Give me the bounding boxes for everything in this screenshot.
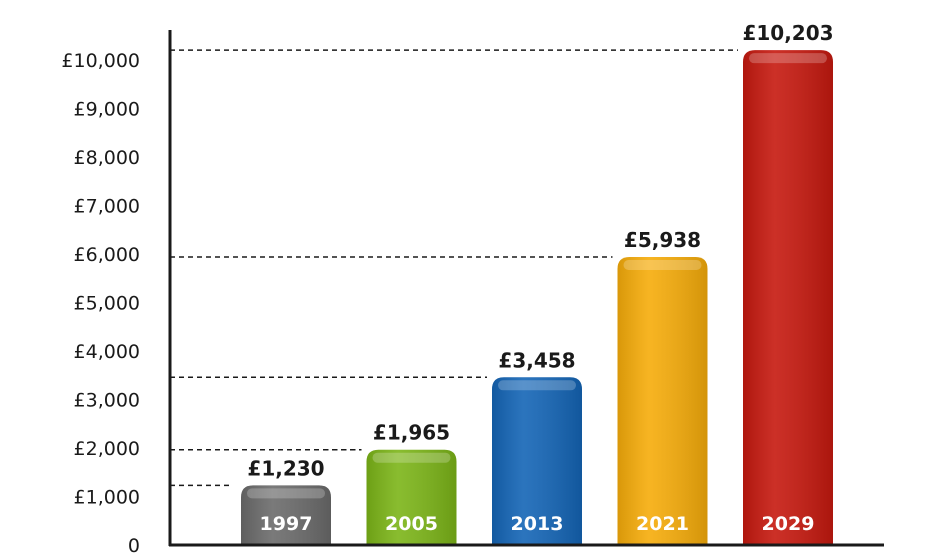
y-tick-label: £10,000	[61, 50, 140, 72]
bar-highlight	[247, 488, 325, 499]
category-label: 2029	[762, 513, 815, 535]
y-tick-label: £4,000	[74, 341, 140, 363]
bar-highlight	[623, 260, 702, 271]
y-tick-label: £2,000	[74, 438, 140, 460]
y-axis-ticks: 0 £1,000 £2,000 £3,000 £4,000 £5,000 £6,000 £7,…	[61, 50, 140, 557]
y-tick-label: 0	[128, 535, 140, 557]
category-label: 2013	[511, 513, 564, 535]
bar-shading	[241, 485, 331, 545]
bar-highlight	[749, 53, 827, 64]
bar-shading	[617, 257, 708, 545]
bar-shading	[366, 449, 457, 545]
y-tick-label: £7,000	[74, 196, 140, 218]
bar-shading	[492, 377, 582, 545]
bar-highlight	[372, 452, 451, 463]
bar-highlight	[498, 380, 576, 391]
category-label: 2021	[636, 513, 689, 535]
value-label: £3,458	[498, 348, 575, 372]
category-label: 2005	[385, 513, 438, 535]
category-label: 1997	[260, 513, 313, 535]
reference-lines	[170, 49, 738, 487]
bars: £1,230 1997 £1,965 2005 £3,458 2013 £5,938 2021…	[241, 21, 834, 545]
y-tick-label: £1,000	[74, 487, 140, 509]
y-tick-label: £6,000	[74, 244, 140, 266]
y-tick-label: £3,000	[74, 390, 140, 412]
bar-shading	[743, 50, 833, 545]
y-tick-label: £8,000	[74, 147, 140, 169]
value-label: £10,203	[742, 21, 833, 45]
y-tick-label: £9,000	[74, 99, 140, 121]
value-label: £5,938	[624, 228, 701, 252]
axes	[168, 30, 884, 547]
value-label: £1,965	[373, 421, 450, 445]
y-tick-label: £5,000	[74, 293, 140, 315]
value-label: £1,230	[247, 456, 324, 480]
